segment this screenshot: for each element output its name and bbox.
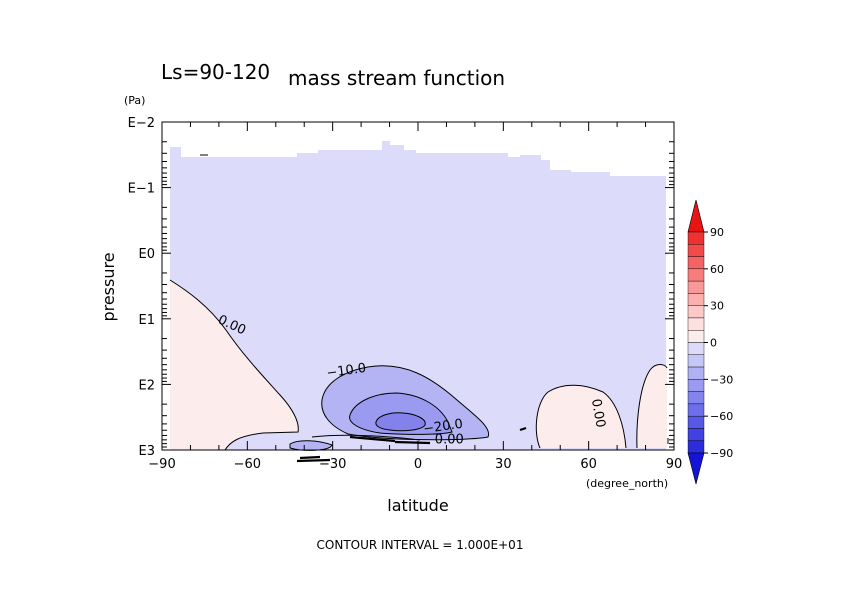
region-positive-north — [536, 385, 626, 448]
colorbar-swatch — [687, 379, 705, 392]
colorbar: 90 60 30 0 −30 −60 −90 — [687, 199, 733, 485]
footer-contour-interval: CONTOUR INTERVAL = 1.000E+01 — [317, 538, 524, 552]
y-unit-label: (Pa) — [124, 94, 145, 107]
colorbar-swatch — [687, 293, 705, 306]
colorbar-tick-label: 30 — [710, 300, 724, 313]
y-tick-label: E1 — [139, 313, 156, 328]
colorbar-swatch — [687, 256, 705, 270]
colorbar-tick-label: 0 — [710, 337, 717, 350]
contour-label: 0.00 — [435, 432, 464, 447]
contour-zero-south — [169, 279, 299, 451]
colorbar-swatch — [687, 428, 705, 441]
colorbar-swatch — [687, 403, 705, 417]
contour-label: −10.0 — [326, 361, 368, 381]
colorbar-swatch — [687, 366, 705, 380]
colorbar-tick-label: −30 — [710, 373, 733, 386]
region-positive-south — [170, 280, 299, 450]
x-tick-label: 60 — [580, 457, 597, 472]
colorbar-swatch — [687, 305, 705, 319]
contour-fills — [170, 141, 667, 451]
colorbar-swatch — [687, 440, 705, 454]
top-left-label: Ls=90-120 — [161, 60, 270, 84]
x-tick-label: −30 — [319, 457, 346, 472]
contour-fragments — [200, 154, 669, 444]
contour-zero-north — [535, 384, 627, 449]
colorbar-swatch — [687, 244, 705, 257]
chart-title: mass stream function — [288, 66, 505, 90]
x-tick-label: 0 — [414, 457, 422, 472]
y-tick-label: E−1 — [128, 182, 155, 197]
y-tick-label: E0 — [139, 247, 156, 262]
x-tick-label: −90 — [148, 457, 175, 472]
y-tick-label: E−2 — [128, 116, 155, 131]
x-tick-label: 30 — [495, 457, 512, 472]
colorbar-tick-label: 90 — [710, 226, 724, 239]
contour-surface-lower — [311, 434, 421, 441]
contour-surface-noise — [296, 426, 527, 463]
x-tick-label: −60 — [234, 457, 261, 472]
colorbar-tick-label: 60 — [710, 263, 724, 276]
colorbar-arrow-top — [687, 199, 705, 233]
colorbar-swatch — [687, 342, 705, 355]
colorbar-swatch — [687, 280, 705, 294]
axis-ticks: −90 −60 −30 0 30 60 90 E−2 E−1 E0 E1 E2 E3 — [128, 116, 683, 472]
contour-zero-pole — [636, 364, 668, 449]
contour-lines — [169, 154, 669, 463]
y-axis-label: pressure — [99, 252, 118, 321]
region-positive-pole — [636, 364, 667, 448]
colorbar-tick-label: −60 — [710, 410, 733, 423]
colorbar-tick-label: −90 — [710, 447, 733, 460]
contour-label: 0.00 — [588, 398, 608, 429]
colorbar-swatch — [687, 415, 705, 429]
region-negative-30-40 — [375, 412, 426, 431]
colorbar-swatch — [687, 330, 705, 343]
region-negative-surface — [290, 440, 332, 451]
x-axis-label: latitude — [387, 496, 448, 515]
y-tick-label: E3 — [139, 444, 156, 459]
colorbar-swatch — [687, 391, 705, 405]
colorbar-swatch — [687, 354, 705, 368]
contour-minus-30 — [375, 412, 426, 432]
plot-area: 0.00−10.0−20.00.000.00 −90 −60 −30 0 30 60 90E… — [128, 116, 683, 472]
contour-label: −20.0 — [422, 417, 464, 437]
contour-minus-20 — [349, 392, 453, 435]
x-tick-label: 90 — [666, 457, 683, 472]
colorbar-swatch — [687, 231, 705, 245]
colorbar-arrow-bottom — [687, 452, 705, 485]
region-negative-0-10 — [170, 141, 666, 450]
y-tick-label: E2 — [139, 378, 156, 393]
colorbar-swatch — [687, 268, 705, 282]
colorbar-swatch — [687, 317, 705, 331]
x-unit-label: (degree_north) — [586, 477, 668, 490]
contour-minus-10 — [321, 365, 490, 441]
